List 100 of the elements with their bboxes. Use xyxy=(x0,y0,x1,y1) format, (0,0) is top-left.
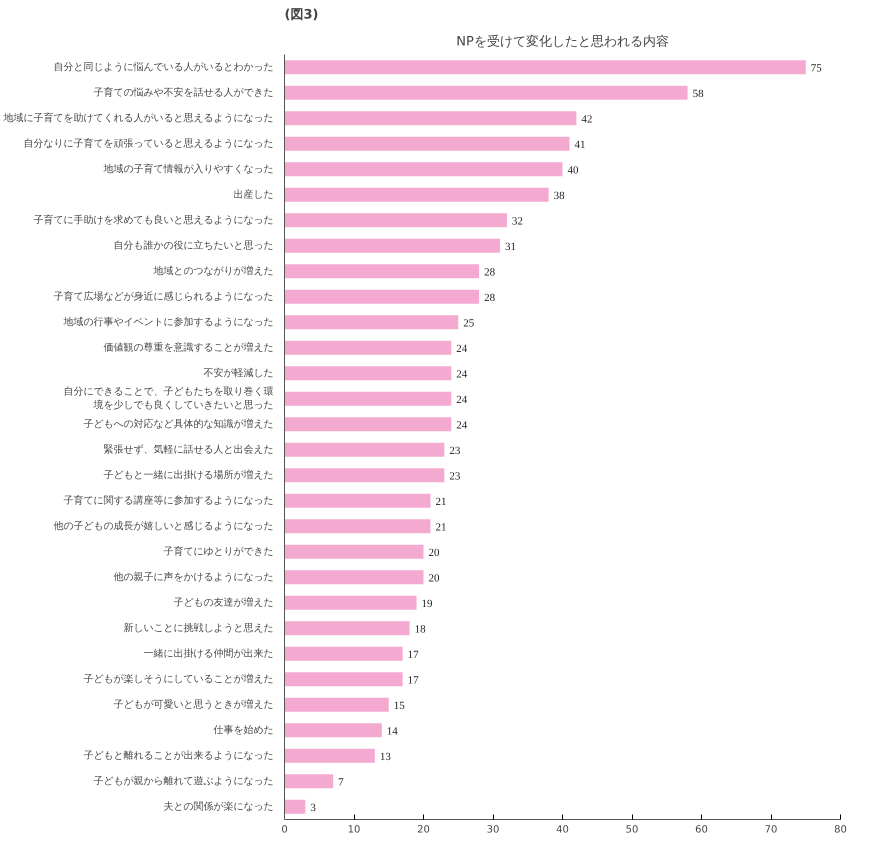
bar xyxy=(284,213,507,228)
bar xyxy=(284,290,480,304)
data-label: 17 xyxy=(408,648,420,661)
data-label: 21 xyxy=(435,496,446,508)
bar xyxy=(284,570,424,584)
data-label: 40 xyxy=(568,164,579,176)
data-label: 24 xyxy=(456,368,468,380)
x-tick-label: 20 xyxy=(417,824,430,836)
y-tick-label: 一緒に出掛ける仲間が出来た xyxy=(144,647,274,660)
bar xyxy=(284,111,576,126)
bar xyxy=(284,366,452,380)
x-tick-label: 60 xyxy=(695,824,708,836)
bar xyxy=(284,800,306,814)
x-tick-label: 10 xyxy=(348,824,360,836)
y-tick-label: 他の親子に声をかけるようになった xyxy=(114,570,274,583)
data-label: 31 xyxy=(504,240,516,253)
y-tick-label: 自分にできることで、子どもたちを取り巻く環境を少しでも良くしていきたいと思った xyxy=(64,386,274,411)
y-tick-label: 自分と同じように悩んでいる人がいるとわかった xyxy=(54,60,274,73)
data-label: 18 xyxy=(414,623,426,636)
bar xyxy=(284,698,389,712)
x-tick-label: 40 xyxy=(556,824,569,836)
x-tick-label: 70 xyxy=(764,824,778,836)
y-tick-label: 自分なりに子育てを頑張っていると思えるようになった xyxy=(24,137,274,150)
bar xyxy=(284,646,403,661)
y-tick-label: 子育てに関する講座等に参加するようになった xyxy=(64,494,274,506)
data-label: 58 xyxy=(692,88,704,100)
data-label: 28 xyxy=(484,266,496,278)
bar xyxy=(284,442,444,457)
y-tick-label: 自分も誰かの役に立ちたいと思った xyxy=(114,239,274,252)
data-label: 20 xyxy=(428,572,440,584)
data-label: 20 xyxy=(428,546,440,559)
bar xyxy=(284,340,452,355)
bar xyxy=(284,417,452,432)
data-label: 23 xyxy=(449,444,461,457)
y-tick-label: 子育て広場などが身近に感じられるようになった xyxy=(54,290,274,302)
data-label: 14 xyxy=(386,725,398,738)
y-tick-label: 夫との関係が楽になった xyxy=(164,800,274,812)
y-tick-label: 子育ての悩みや不安を話せる人ができた xyxy=(94,86,274,98)
y-tick-label: 子どもが親から離れて遊ぶようになった xyxy=(94,774,274,787)
bar xyxy=(284,60,806,74)
data-label: 24 xyxy=(456,342,468,355)
chart-title: NPを受けて変化したと思われる内容 xyxy=(456,34,669,50)
data-label: 24 xyxy=(456,394,468,406)
data-label: 25 xyxy=(463,317,475,330)
bar xyxy=(284,188,549,202)
data-label: 32 xyxy=(512,215,523,228)
bar xyxy=(284,162,562,176)
bar xyxy=(284,238,500,253)
y-tick-label: 他の子どもの成長が嬉しいと感じるようになった xyxy=(54,520,274,532)
data-label: 41 xyxy=(574,138,586,151)
bar xyxy=(284,723,382,738)
y-tick-label: 価値観の尊重を意識することが増えた xyxy=(104,341,274,354)
y-tick-label: 地域とのつながりが増えた xyxy=(152,264,274,277)
bar xyxy=(284,468,444,482)
y-tick-label: 子どもと一緒に出掛ける場所が増えた xyxy=(104,468,274,481)
y-tick-label: 地域の行事やイベントに参加するようになった xyxy=(62,316,274,328)
x-tick-label: 30 xyxy=(486,824,500,836)
y-tick-label: 緊張せず、気軽に話せる人と出会えた xyxy=(104,443,274,456)
data-label: 21 xyxy=(435,521,446,534)
bar xyxy=(284,672,403,686)
data-label: 15 xyxy=(394,700,406,712)
y-tick-label: 子育てに手助けを求めても良いと思えるようになった xyxy=(34,214,274,226)
y-tick-label: 仕事を始めた xyxy=(214,724,274,736)
y-tick-label: 子どもへの対応など具体的な知識が増えた xyxy=(84,418,274,430)
data-label: 17 xyxy=(408,674,420,686)
data-label: 3 xyxy=(310,802,316,814)
bar xyxy=(284,494,430,508)
data-label: 7 xyxy=(338,776,344,788)
data-label: 28 xyxy=(484,292,496,304)
bar xyxy=(284,774,334,788)
bar xyxy=(284,264,480,278)
data-label: 13 xyxy=(380,750,392,763)
bar xyxy=(284,86,688,100)
x-tick-label: 50 xyxy=(626,824,638,836)
text: (図3) xyxy=(284,8,318,22)
x-tick-label: 0 xyxy=(281,824,288,836)
y-tick-label: 子どもが可愛いと思うときが増えた xyxy=(114,698,274,710)
bar xyxy=(284,596,417,610)
y-tick-label: 不安が軽減した xyxy=(204,366,274,379)
bar xyxy=(284,315,458,330)
bar xyxy=(284,621,410,636)
y-tick-label: 子育てにゆとりができた xyxy=(164,545,274,558)
bar xyxy=(284,392,452,406)
data-label: 75 xyxy=(810,62,822,74)
bar xyxy=(284,544,424,559)
data-label: 42 xyxy=(581,113,592,126)
y-tick-label: 出産した xyxy=(234,188,274,200)
data-label: 38 xyxy=(554,190,566,202)
y-tick-label: 地域の子育て情報が入りやすくなった xyxy=(102,162,274,175)
y-tick-label: 新しいことに挑戦しようと思えた xyxy=(124,622,274,634)
y-tick-label: 子どもの友達が増えた xyxy=(174,596,274,608)
y-tick-label: 地域に子育てを助けてくれる人がいると思えるようになった xyxy=(2,112,274,124)
bar xyxy=(284,519,430,534)
data-label: 24 xyxy=(456,419,468,432)
bar xyxy=(284,748,375,763)
y-tick-label: 子どもが楽しそうにしていることが増えた xyxy=(84,672,274,685)
data-label: 23 xyxy=(449,470,461,482)
x-tick-label: 80 xyxy=(834,824,847,836)
data-label: 19 xyxy=(422,598,434,610)
y-tick-label: 子どもと離れることが出来るようになった xyxy=(84,749,274,762)
